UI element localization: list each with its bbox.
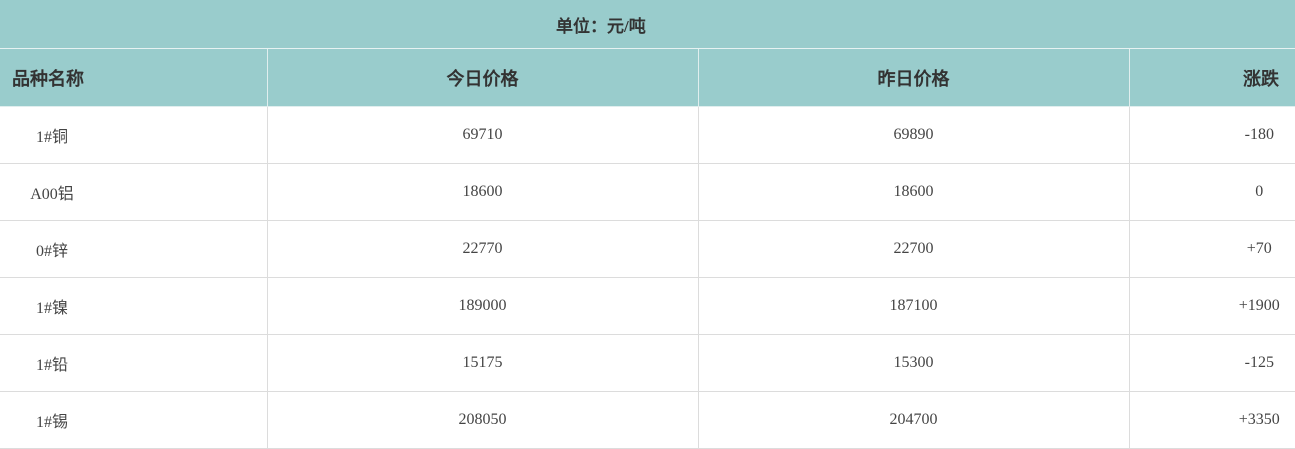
change-cell: +3350 [1128,391,1295,449]
column-header-today: 今日价格 [266,48,699,107]
today-price-cell: 22770 [266,220,699,278]
yesterday-price-cell: 69890 [697,106,1130,164]
metal-name: 0#锌 [35,243,68,260]
yesterday-price-cell: 204700 [697,391,1130,449]
change-cell: -180 [1128,106,1295,164]
column-header-change: 涨跌 [1128,48,1295,107]
table-row: 1#铜 69710 69890 -180 [0,106,1295,164]
name-cell: 1#铅 [0,334,268,392]
today-price-cell: 208050 [266,391,699,449]
today-price-cell: 18600 [266,163,699,221]
change-cell: +70 [1128,220,1295,278]
metal-name: 1#铜 [35,129,68,146]
yesterday-price-cell: 22700 [697,220,1130,278]
change-cell: -125 [1128,334,1295,392]
unit-row: 单位：元/吨 [0,0,1295,49]
header-row: 品种名称 今日价格 昨日价格 涨跌 [0,48,1295,107]
name-cell: 1#锡 [0,391,268,449]
table-row: 0#锌 22770 22700 +70 [0,220,1295,278]
metal-name: A00铝 [30,186,74,203]
today-price-cell: 69710 [266,106,699,164]
name-cell: A00铝 [0,163,268,221]
table-row: 1#镍 189000 187100 +1900 [0,277,1295,335]
metal-name: 1#锡 [35,414,68,431]
metal-name: 1#镍 [35,300,68,317]
yesterday-price-cell: 18600 [697,163,1130,221]
name-cell: 1#铜 [0,106,268,164]
column-header-yesterday: 昨日价格 [697,48,1130,107]
column-header-name: 品种名称 [0,48,268,107]
table-row: 1#锡 208050 204700 +3350 [0,391,1295,449]
today-price-cell: 189000 [266,277,699,335]
metal-name: 1#铅 [35,357,68,374]
yesterday-price-cell: 187100 [697,277,1130,335]
yesterday-price-cell: 15300 [697,334,1130,392]
name-cell: 0#锌 [0,220,268,278]
today-price-cell: 15175 [266,334,699,392]
table-row: 1#铅 15175 15300 -125 [0,334,1295,392]
change-cell: 0 [1128,163,1295,221]
change-cell: +1900 [1128,277,1295,335]
name-cell: 1#镍 [0,277,268,335]
table-row: A00铝 18600 18600 0 [0,163,1295,221]
unit-label: 单位：元/吨 [556,17,646,36]
